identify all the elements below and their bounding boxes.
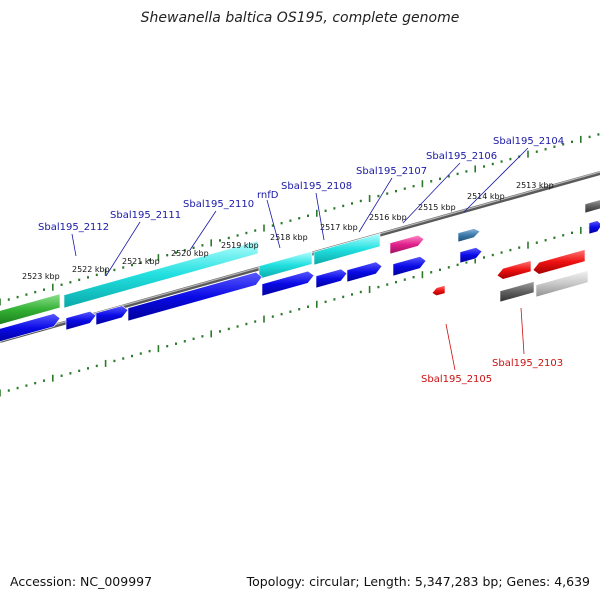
cds-forward-9 <box>459 247 483 264</box>
gene-label-forward: Sbal195_2111 <box>110 210 181 221</box>
cds-forward-8 <box>392 256 427 277</box>
cog-gene-dark-edge <box>584 199 600 214</box>
gene-label-reverse: Sbal195_2103 <box>492 358 563 369</box>
kbp-label: 2518 kbp <box>270 233 308 242</box>
cog-gene-light <box>535 270 589 298</box>
kbp-label: 2516 kbp <box>369 213 407 222</box>
gene-labels: Sbal195_2112Sbal195_2111Sbal195_2110rnfD… <box>38 136 564 385</box>
leader-line-reverse <box>520 307 525 355</box>
leader-line-forward <box>189 210 217 251</box>
cds-forward-6 <box>315 268 348 289</box>
gene-label-forward: Sbal195_2112 <box>38 222 109 233</box>
cds-forward-7 <box>346 261 383 283</box>
cog-gene-steel <box>457 228 481 243</box>
cds-reverse-3 <box>431 284 446 297</box>
inner-tick-ring <box>0 224 600 397</box>
kbp-label: 2523 kbp <box>22 272 60 281</box>
cds-forward-1 <box>0 313 61 342</box>
kbp-label: 2519 kbp <box>221 241 259 250</box>
leader-line-forward <box>71 233 77 257</box>
cds-reverse-2 <box>532 249 586 275</box>
cog-gene-cyan-1 <box>63 240 259 309</box>
gene-label-forward: Sbal195_2110 <box>183 199 254 210</box>
cog-gene-cyan-3 <box>313 233 381 266</box>
kbp-label: 2520 kbp <box>171 249 209 258</box>
gene-features <box>0 199 600 342</box>
leader-line-reverse <box>445 323 456 371</box>
map-title: Shewanella baltica OS195, complete genom… <box>140 10 460 26</box>
leader-line-forward <box>463 147 529 213</box>
gene-label-forward: Sbal195_2108 <box>281 181 352 192</box>
gene-label-reverse: Sbal195_2105 <box>421 374 492 385</box>
label-leader-lines <box>71 147 529 371</box>
gene-label-forward: rnfD <box>257 190 279 201</box>
cds-forward-edge <box>588 220 600 235</box>
gene-label-forward: Sbal195_2107 <box>356 166 427 177</box>
kbp-label: 2514 kbp <box>467 192 505 201</box>
cds-forward-3 <box>95 305 129 326</box>
leader-line-forward <box>105 221 141 277</box>
kbp-label: 2517 kbp <box>320 223 358 232</box>
kbp-scale-labels: 2523 kbp 2522 kbp 2521 kbp 2520 kbp 2519 kbp… <box>22 181 554 281</box>
cog-gene-pink <box>389 234 425 255</box>
leader-line-forward <box>358 177 393 233</box>
leader-line-forward <box>266 199 281 249</box>
kbp-label: 2513 kbp <box>516 181 554 190</box>
kbp-label: 2515 kbp <box>418 203 456 212</box>
cds-forward-4 <box>127 271 263 322</box>
leader-line-forward <box>315 192 325 241</box>
kbp-label: 2522 kbp <box>72 265 110 274</box>
gene-label-forward: Sbal195_2104 <box>493 136 564 147</box>
cds-reverse-1 <box>496 260 532 280</box>
cog-gene-green <box>0 293 61 325</box>
kbp-label: 2521 kbp <box>122 257 160 266</box>
genome-summary-text: Topology: circular; Length: 5,347,283 bp… <box>246 574 590 589</box>
leader-line-forward <box>402 162 461 224</box>
cds-forward-2 <box>65 310 97 331</box>
gene-label-forward: Sbal195_2106 <box>426 151 497 162</box>
cog-gene-dark <box>499 281 535 303</box>
accession-text: Accession: NC_009997 <box>10 574 153 589</box>
cds-forward-5 <box>261 270 315 297</box>
